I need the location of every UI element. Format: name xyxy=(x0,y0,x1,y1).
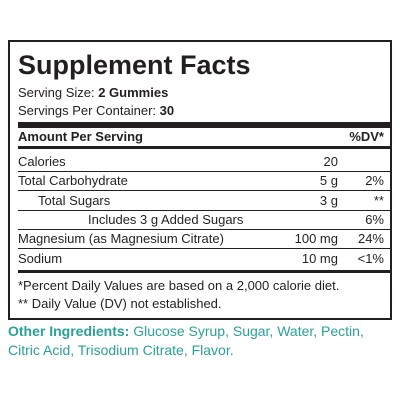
title: Supplement Facts xyxy=(18,50,251,80)
daily-value: 2% xyxy=(365,173,384,189)
nutrient-name: Calories xyxy=(18,154,66,169)
nutrient-name: Total Carbohydrate xyxy=(18,173,128,189)
nutrient-name: Includes 3 g Added Sugars xyxy=(88,211,244,227)
servings-value: 30 xyxy=(159,103,175,118)
nutrient-name: Total Sugars xyxy=(38,192,111,208)
amount: 100 mg xyxy=(294,231,338,247)
other-ingredients-text: Glucose Syrup, Sugar, Water, Pectin, Cit… xyxy=(8,323,364,358)
amount: 20 xyxy=(323,154,338,169)
header-amount: Amount Per Serving xyxy=(18,129,143,144)
daily-value: <1% xyxy=(357,250,384,266)
footnote: *Percent Daily Values are based on a 2,0… xyxy=(18,278,340,293)
amount: 5 g xyxy=(319,173,338,189)
header-dv: %DV* xyxy=(349,129,384,144)
servings: Servings Per Container: 30 xyxy=(18,103,174,118)
serving-size: Serving Size: 2 Gummies xyxy=(18,85,168,100)
row-rule xyxy=(18,190,390,192)
row-rule xyxy=(18,209,390,211)
other-ingredients: Other Ingredients: Glucose Syrup, Sugar,… xyxy=(8,322,388,360)
amount: 3 g xyxy=(319,192,338,208)
serving-size-label: Serving Size: xyxy=(18,85,95,100)
footnote: ** Daily Value (DV) not established. xyxy=(18,296,222,311)
medium-rule xyxy=(18,146,390,149)
row-rule xyxy=(18,228,390,230)
daily-value: 6% xyxy=(365,211,384,227)
daily-value: ** xyxy=(373,192,384,208)
serving-size-value: 2 Gummies xyxy=(98,85,169,100)
nutrient-name: Magnesium (as Magnesium Citrate) xyxy=(18,231,224,247)
medium-rule xyxy=(18,270,390,273)
nutrient-name: Sodium xyxy=(18,250,63,266)
thick-rule xyxy=(18,122,390,128)
daily-value: 24% xyxy=(357,231,384,247)
servings-label: Servings Per Container: xyxy=(18,103,157,118)
row-rule xyxy=(18,248,390,250)
supplement-facts-box: Supplement Facts Serving Size: 2 Gummies… xyxy=(8,40,392,320)
other-ingredients-label: Other Ingredients: xyxy=(8,323,130,339)
amount: 10 mg xyxy=(301,250,338,266)
row-rule xyxy=(18,171,390,172)
